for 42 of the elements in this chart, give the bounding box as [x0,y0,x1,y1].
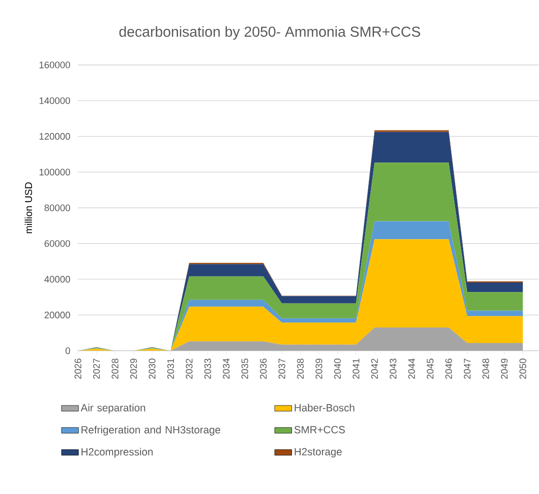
chart-title: decarbonisation by 2050- Ammonia SMR+CCS [119,26,420,40]
x-tick-label: 2046 [445,358,452,379]
x-tick-label: 2043 [390,358,396,379]
y-tick-label: 80000 [44,204,70,212]
y-tick-label: 140000 [40,98,70,104]
x-tick-label: 2037 [278,358,286,379]
x-tick-label: 2036 [260,358,267,379]
x-tick-label: 2032 [186,358,193,379]
y-tick-label: 60000 [44,240,70,248]
x-tick-label: 2047 [464,358,471,379]
x-tick-label: 2033 [204,358,212,379]
legend-label: SMR+CCS [294,426,345,434]
y-axis-title: million USD [24,182,32,234]
x-tick-label: 2044 [408,358,415,379]
y-tick-label: 100000 [40,168,70,176]
x-tick-label: 2030 [148,358,156,379]
y-tick-label: 20000 [44,312,70,319]
x-tick-label: 2042 [371,358,378,379]
y-tick-label: 160000 [40,62,70,68]
legend-label: Haber-Bosch [294,404,354,412]
x-tick-label: 2035 [241,358,248,379]
x-tick-label: 2045 [426,358,434,379]
x-tick-label: 2029 [130,358,137,379]
x-tick-label: 2048 [482,358,490,379]
x-tick-label: 2050 [519,358,526,379]
x-tick-label: 2038 [297,358,304,379]
x-tick-label: 2041 [352,358,360,379]
x-tick-label: 2027 [93,358,100,379]
legend-label: Air separation [80,404,146,414]
y-tick-label: 40000 [44,276,70,283]
x-tick-label: 2026 [74,358,82,379]
x-tick-label: 2039 [316,358,322,379]
legend-label: H2storage [294,448,342,458]
legend-label: Refrigeration and NH3storage [82,426,220,436]
x-tick-label: 2034 [222,358,230,379]
y-tick-label: 0 [66,348,70,354]
x-tick-label: 2049 [500,358,508,379]
x-tick-label: 2040 [334,358,341,379]
y-tick-label: 120000 [40,133,70,140]
x-tick-label: 2031 [167,358,174,379]
legend-label: H2compression [82,448,153,458]
x-tick-label: 2028 [112,358,118,379]
